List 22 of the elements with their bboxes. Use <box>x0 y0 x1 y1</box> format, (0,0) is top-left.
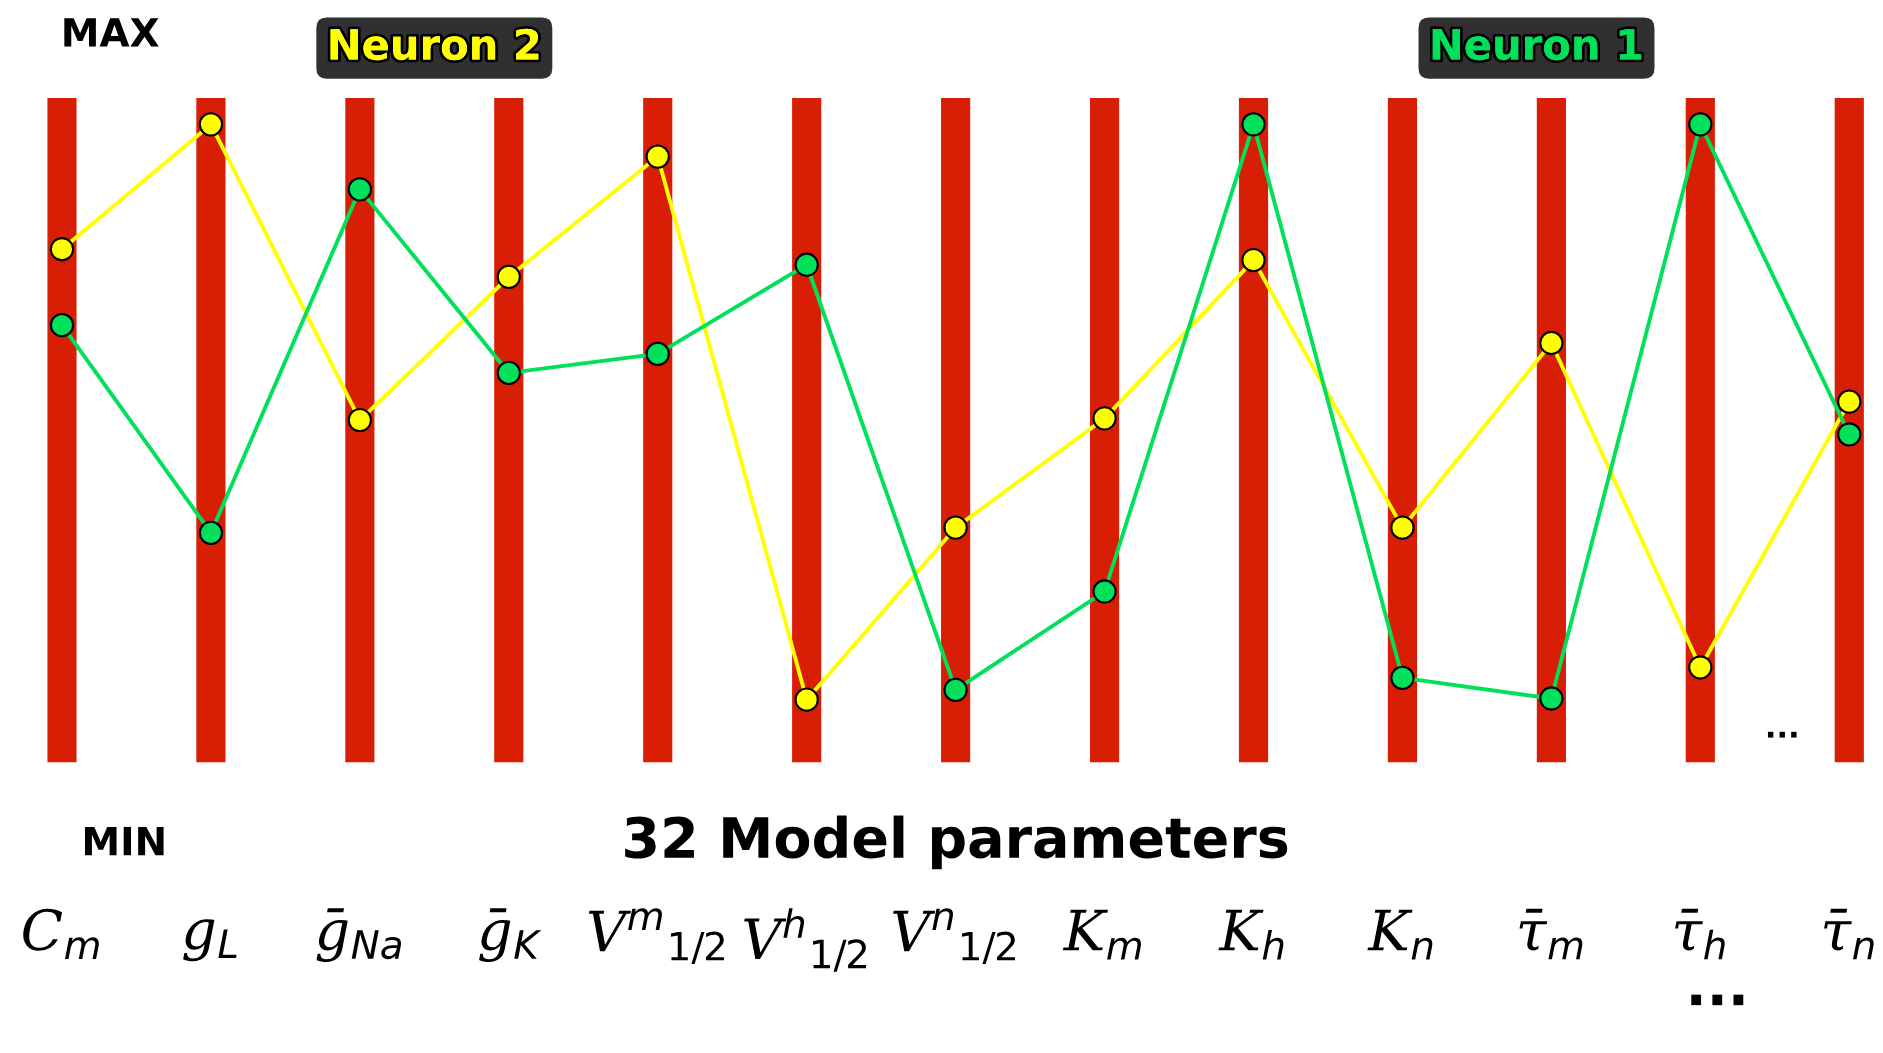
x-tick-label: K$_{m}$ <box>1062 909 1141 960</box>
x-tick-label: τ̄$_{m}$ <box>1519 908 1583 960</box>
x-tick-label: V$^{m}$$_{1/2}$ <box>588 908 724 964</box>
x-axis-title: 32 Model parameters <box>625 815 1288 870</box>
text: MAX <box>64 18 159 47</box>
text: Neuron 2 <box>330 28 539 61</box>
x-tick-label: ḡ$_{K}$ <box>479 908 542 962</box>
point <box>49 313 75 338</box>
x-tick-label: V$^{n}$$_{1/2}$ <box>893 908 1015 964</box>
point <box>49 237 75 262</box>
x-tick-label: ḡ$_{Na}$ <box>316 908 402 962</box>
x-tick-label: C$_{m}$ <box>23 908 99 960</box>
x-tick-label: K$_{h}$ <box>1218 909 1284 960</box>
text: ... <box>1767 731 1797 738</box>
text: ... <box>1691 994 1744 1006</box>
x-tick-label: V$^{h}$$_{1/2}$ <box>744 908 867 972</box>
x-tick-label: τ̄$_{h}$ <box>1675 908 1725 960</box>
x-tick-label: g$_{L}$ <box>183 919 237 962</box>
text: MIN <box>84 826 164 856</box>
series-label: Neuron 1 <box>1432 29 1642 61</box>
x-tick-label: τ̄$_{n}$ <box>1824 908 1874 960</box>
x-tick-label: K$_{n}$ <box>1367 909 1433 960</box>
